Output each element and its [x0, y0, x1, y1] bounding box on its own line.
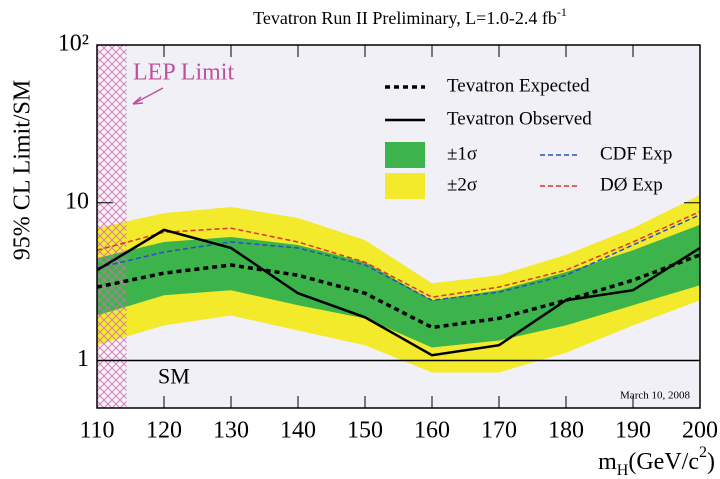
line	[96, 214, 701, 302]
x-tick-label: 110	[79, 418, 114, 444]
x-label-superscript: 2	[699, 444, 707, 461]
date-label: March 10, 2008	[620, 390, 690, 402]
legend-label: CDF Exp	[600, 143, 672, 164]
x-tick-label: 150	[347, 418, 383, 444]
x-label-subscript: H	[617, 462, 629, 479]
x-label-part: )	[707, 449, 715, 475]
band	[97, 224, 700, 348]
y-axis-label: 95% CL Limit/SM	[10, 80, 36, 260]
x-tick-label: 180	[548, 418, 584, 444]
chart-title: Tevatron Run II Preliminary, L=1.0-2.4 f…	[253, 5, 567, 28]
legend-label: ±1σ	[447, 143, 477, 164]
title-main: Tevatron Run II Preliminary, L=1.0-2.4 f…	[253, 8, 557, 28]
legend-label: DØ Exp	[600, 174, 663, 195]
legend-label: Tevatron Expected	[447, 75, 590, 96]
x-tick-label: 130	[213, 418, 249, 444]
title-superscript: -1	[557, 5, 567, 19]
x-tick-label: 200	[682, 418, 718, 444]
lep-exclusion	[97, 45, 127, 408]
sm-label: SM	[158, 364, 190, 389]
y-tick-label: 1	[77, 346, 89, 372]
x-tick-label: 140	[280, 418, 316, 444]
x-label-part: m	[598, 449, 617, 475]
x-label-part: (GeV/c	[628, 449, 699, 475]
x-tick-label: 120	[146, 418, 182, 444]
x-axis-label: mH(GeV/c2)	[598, 444, 715, 479]
legend-swatch	[385, 173, 425, 199]
x-tick-label: 160	[414, 418, 450, 444]
legend-label: Tevatron Observed	[447, 108, 592, 129]
legend-swatch	[385, 142, 425, 168]
line	[96, 228, 701, 357]
x-tick-label: 170	[481, 418, 517, 444]
legend-label: ±2σ	[447, 174, 477, 195]
line	[96, 210, 701, 298]
plot-frame	[96, 44, 701, 409]
y-tick-label: 10²	[58, 31, 89, 57]
lep-label: LEP Limit	[133, 60, 234, 86]
line	[96, 253, 701, 330]
lep-arrow	[132, 87, 164, 105]
x-tick-label: 190	[615, 418, 651, 444]
y-tick-label: 10	[65, 188, 89, 214]
